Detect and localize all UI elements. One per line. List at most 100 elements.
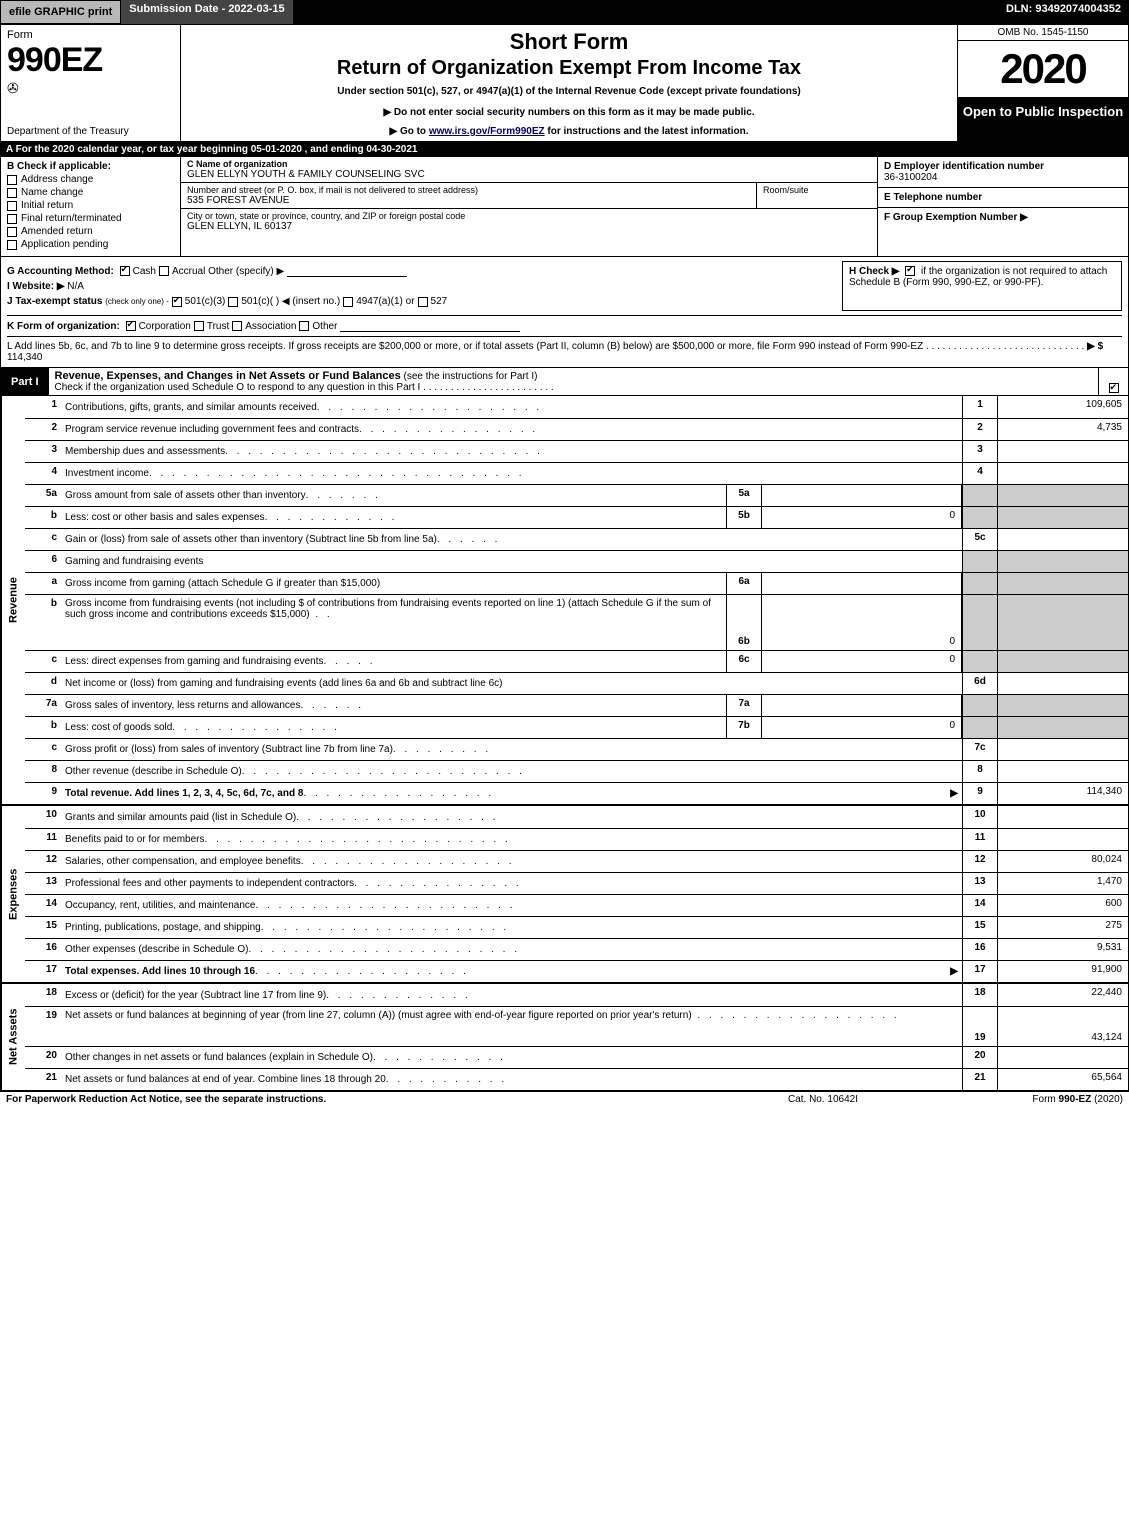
r4-amount [998,463,1128,484]
row-6c: c Less: direct expenses from gaming and … [25,650,1128,672]
chk-trust[interactable] [194,321,204,331]
goto-line: ▶ Go to www.irs.gov/Form990EZ for instru… [187,126,951,137]
c-name-cell: C Name of organization GLEN ELLYN YOUTH … [181,157,877,183]
g-cash: Cash [133,266,156,277]
footer-center: Cat. No. 10642I [723,1094,923,1105]
header-center: Short Form Return of Organization Exempt… [181,25,958,141]
row-5c: c Gain or (loss) from sale of assets oth… [25,528,1128,550]
r1-desc: Contributions, gifts, grants, and simila… [65,402,317,413]
r7b-line-gray [962,717,998,738]
r6b-desc-pre: Gross income from fundraising events (no… [65,598,307,609]
form-word: Form [7,29,174,41]
chk-accrual[interactable] [159,266,169,276]
chk-h[interactable] [905,266,915,276]
k-other-blank [340,320,520,332]
r13-desc-cell: Professional fees and other payments to … [61,873,962,894]
chk-assoc[interactable] [232,321,242,331]
chk-address-change-row: Address change [7,174,174,185]
chk-501c[interactable] [228,297,238,307]
chk-address-change[interactable] [7,175,17,185]
chk-part1-scho[interactable] [1109,383,1119,393]
r12-desc: Salaries, other compensation, and employ… [65,856,301,867]
r3-desc-cell: Membership dues and assessments . . . . … [61,441,962,462]
k-assoc: Association [245,321,296,332]
r2-line: 2 [962,419,998,440]
footer-left: For Paperwork Reduction Act Notice, see … [6,1094,723,1105]
l-value: 114,340 [7,352,42,363]
r12-num: 12 [25,851,61,872]
r6b-sub: 6b [726,595,762,650]
l-text: L Add lines 5b, 6c, and 7b to line 9 to … [7,341,923,352]
r7b-subval: 0 [762,717,962,738]
r9-dots: . . . . . . . . . . . . . . . . . [303,788,950,799]
r16-line: 16 [962,939,998,960]
r6d-desc-cell: Net income or (loss) from gaming and fun… [61,673,962,694]
r20-amount [998,1047,1128,1068]
r15-num: 15 [25,917,61,938]
r14-num: 14 [25,895,61,916]
r5b-sub: 5b [726,507,762,528]
chk-527[interactable] [418,297,428,307]
open-to-public: Open to Public Inspection [958,98,1128,141]
row-7a: 7a Gross sales of inventory, less return… [25,694,1128,716]
r7c-desc: Gross profit or (loss) from sales of inv… [65,744,393,755]
r1-dots: . . . . . . . . . . . . . . . . . . . . [317,402,958,413]
chk-final-return[interactable] [7,214,17,224]
r20-desc-cell: Other changes in net assets or fund bala… [61,1047,962,1068]
r6b-dots: . . [310,609,333,620]
r5c-line: 5c [962,529,998,550]
i-value: N/A [67,281,84,292]
r19-dots: . . . . . . . . . . . . . . . . . . [692,1010,900,1021]
netassets-side-label: Net Assets [1,984,25,1090]
goto-link[interactable]: www.irs.gov/Form990EZ [429,126,545,137]
section-b: B Check if applicable: Address change Na… [1,157,181,256]
f-cell: F Group Exemption Number ▶ [878,208,1128,256]
chk-501c3[interactable] [172,297,182,307]
chk-application-pending[interactable] [7,240,17,250]
section-c: C Name of organization GLEN ELLYN YOUTH … [181,157,878,256]
g-label: G Accounting Method: [7,266,114,277]
row-15: 15 Printing, publications, postage, and … [25,916,1128,938]
part1-header: Part I Revenue, Expenses, and Changes in… [0,368,1129,396]
r6-desc-cell: Gaming and fundraising events [61,551,962,572]
chk-4947[interactable] [343,297,353,307]
r6b-desc-cell: Gross income from fundraising events (no… [61,595,726,650]
r13-num: 13 [25,873,61,894]
r6-num: 6 [25,551,61,572]
r11-desc-cell: Benefits paid to or for members . . . . … [61,829,962,850]
r17-arrow: ▶ [950,966,958,977]
row-20: 20 Other changes in net assets or fund b… [25,1046,1128,1068]
r8-desc-cell: Other revenue (describe in Schedule O) .… [61,761,962,782]
r5b-subval: 0 [762,507,962,528]
r7b-dots: . . . . . . . . . . . . . . . [172,722,722,733]
r13-line: 13 [962,873,998,894]
efile-print-button[interactable]: efile GRAPHIC print [0,0,121,24]
l-dots: . . . . . . . . . . . . . . . . . . . . … [926,341,1087,352]
submission-date: Submission Date - 2022-03-15 [121,0,294,24]
r2-num: 2 [25,419,61,440]
h-label: H Check ▶ [849,266,899,277]
r6a-line-gray [962,573,998,594]
chk-cash[interactable] [120,266,130,276]
r16-amount: 9,531 [998,939,1128,960]
chk-corp[interactable] [126,321,136,331]
chk-initial-return[interactable] [7,201,17,211]
row-7b: b Less: cost of goods sold . . . . . . .… [25,716,1128,738]
city-cell: City or town, state or province, country… [181,209,877,234]
r16-desc: Other expenses (describe in Schedule O) [65,944,248,955]
row-3: 3 Membership dues and assessments . . . … [25,440,1128,462]
g-other-blank [287,265,407,277]
chk-name-change[interactable] [7,188,17,198]
chk-other[interactable] [299,321,309,331]
r21-amount: 65,564 [998,1069,1128,1090]
r5b-desc-cell: Less: cost or other basis and sales expe… [61,507,726,528]
r14-desc-cell: Occupancy, rent, utilities, and maintena… [61,895,962,916]
dept-treasury: Department of the Treasury [7,126,174,137]
street-value: 535 FOREST AVENUE [187,195,750,206]
r12-amount: 80,024 [998,851,1128,872]
chk-amended-return[interactable] [7,227,17,237]
part1-tab: Part I [1,368,49,395]
chk-name-change-label: Name change [21,187,83,198]
r1-desc-cell: Contributions, gifts, grants, and simila… [61,396,962,418]
row-19: 19 Net assets or fund balances at beginn… [25,1006,1128,1046]
